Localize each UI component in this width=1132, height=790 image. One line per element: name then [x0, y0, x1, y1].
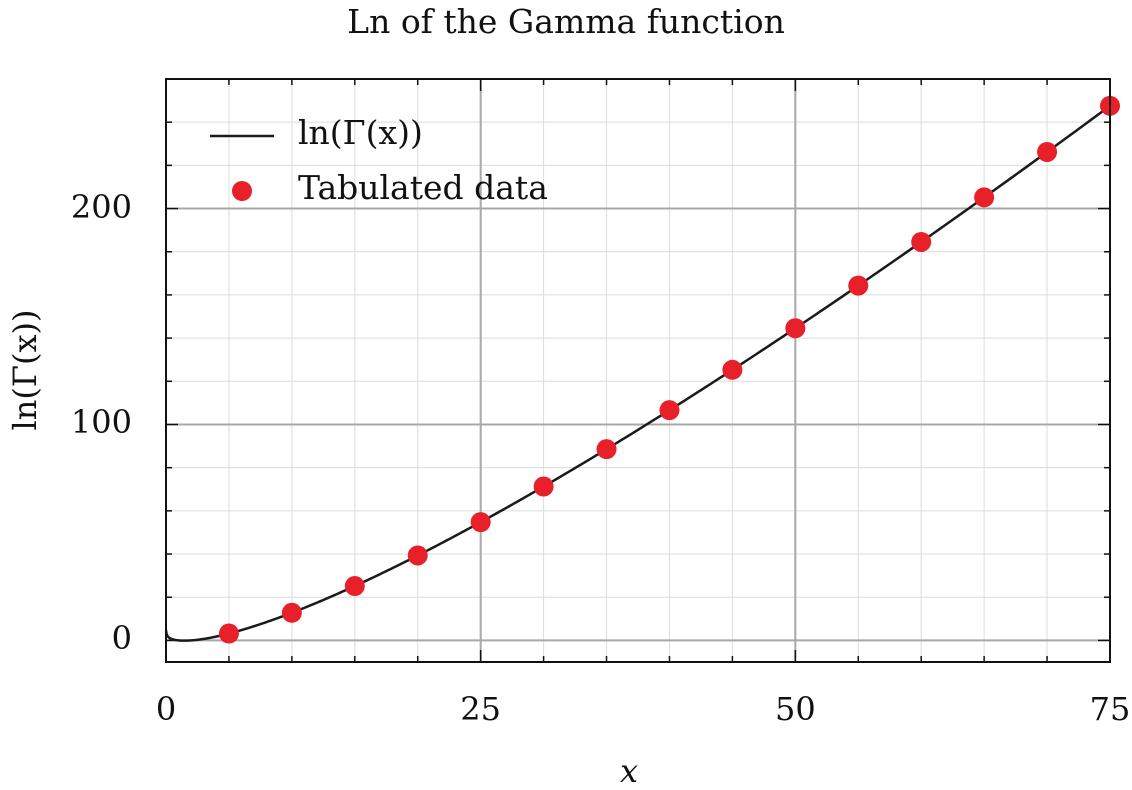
- legend-marker-swatch: [232, 181, 252, 201]
- x-tick-label: 50: [774, 690, 816, 728]
- data-point: [848, 275, 869, 296]
- x-tick-label: 0: [155, 690, 177, 728]
- legend-entry-label: Tabulated data: [298, 168, 548, 207]
- data-point: [281, 602, 302, 623]
- x-tick-label: 75: [1089, 690, 1131, 728]
- data-point: [407, 545, 428, 566]
- x-axis-label: x: [620, 752, 639, 790]
- data-point: [659, 400, 680, 421]
- plot-frame: [165, 78, 1111, 663]
- y-tick-label: 200: [70, 187, 132, 226]
- data-point: [911, 231, 932, 252]
- chart-title: Ln of the Gamma function: [347, 2, 785, 41]
- major-gridlines: [166, 79, 1110, 662]
- data-point: [470, 512, 491, 533]
- data-point: [1037, 142, 1058, 163]
- legend: [210, 134, 274, 201]
- data-point: [533, 476, 554, 497]
- data-point: [785, 318, 806, 339]
- data-point: [596, 439, 617, 460]
- y-axis-label: ln(Γ(x)): [6, 309, 44, 431]
- data-point: [218, 623, 239, 644]
- data-point: [722, 359, 743, 380]
- axis-ticks: [165, 79, 1111, 662]
- data-point: [974, 187, 995, 208]
- x-tick-label: 25: [460, 690, 502, 728]
- y-tick-label: 100: [70, 403, 132, 442]
- minor-gridlines: [166, 79, 1110, 662]
- data-point: [344, 576, 365, 597]
- legend-entry-label: ln(Γ(x)): [298, 113, 423, 152]
- y-tick-label: 0: [111, 619, 132, 658]
